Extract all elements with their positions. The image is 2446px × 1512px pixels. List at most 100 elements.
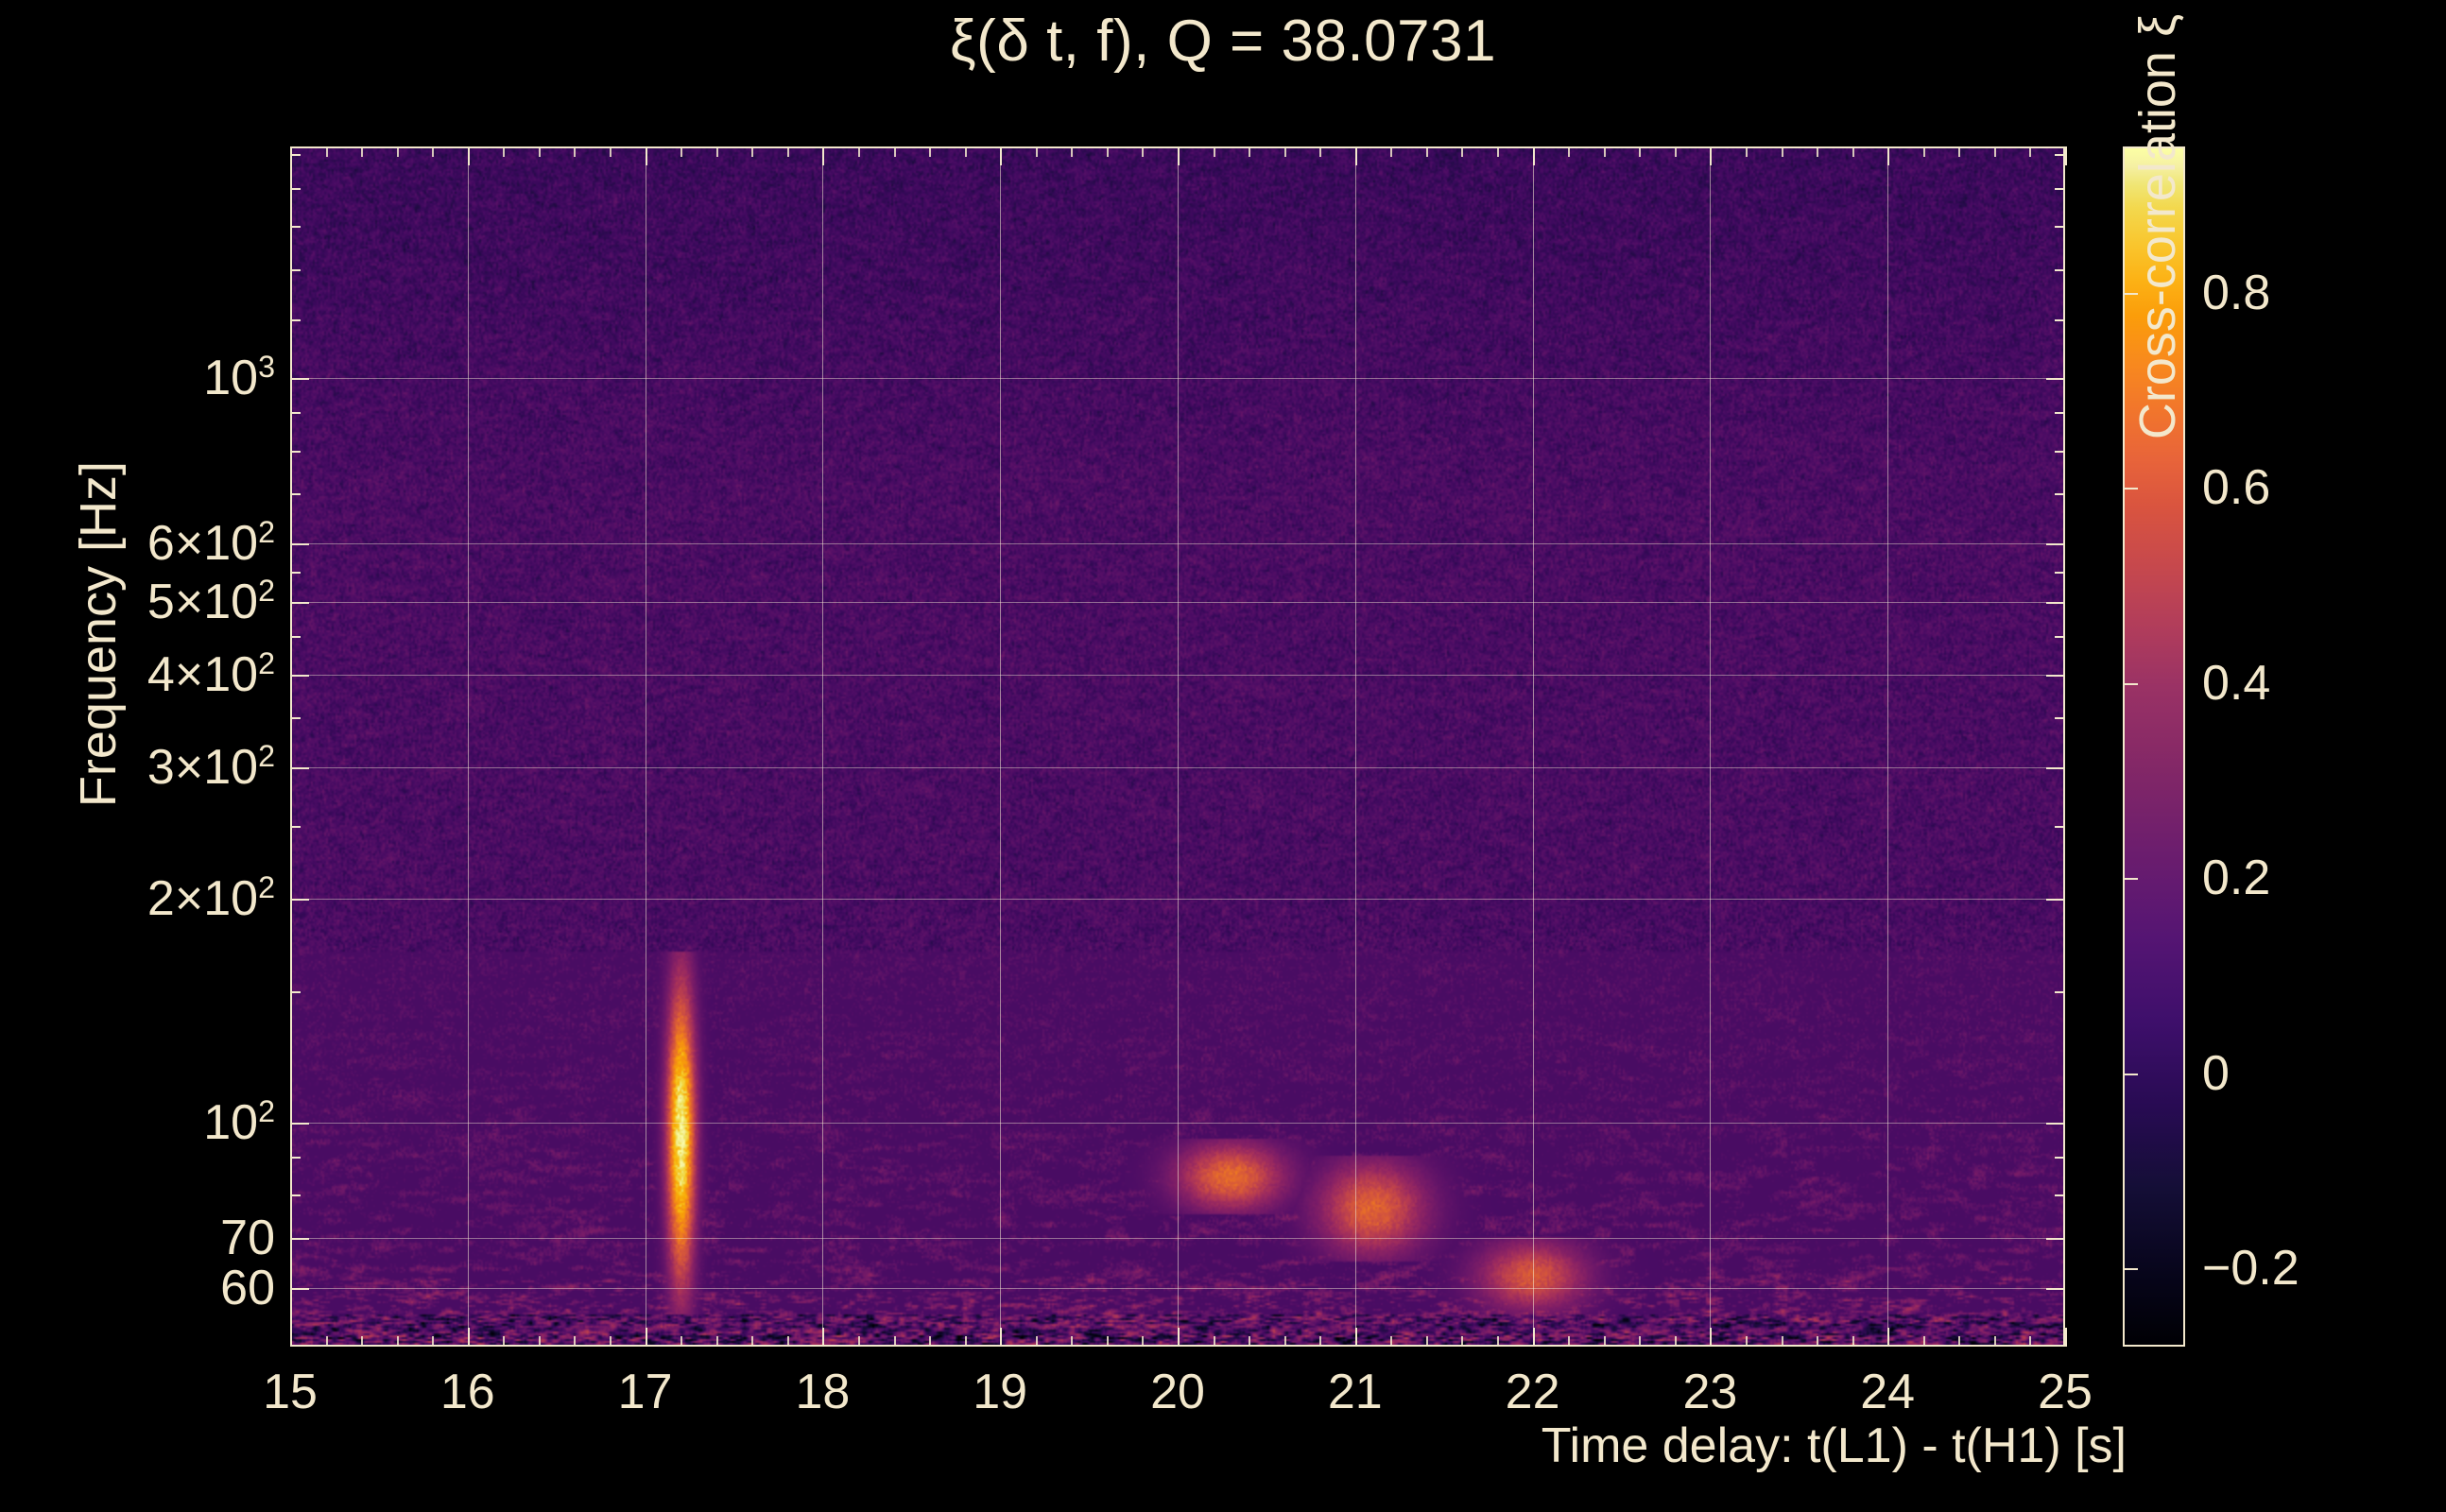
x-axis-minor-tick [1852,1336,1854,1347]
x-axis-minor-tick [1142,1336,1145,1347]
colorbar-tick [2123,488,2138,490]
y-axis-minor-tick [2055,1156,2065,1159]
x-axis-minor-tick [538,146,541,157]
x-axis-minor-tick [1781,146,1783,157]
y-axis-tick [2046,674,2065,677]
x-axis-minor-tick [1993,146,1996,157]
x-axis-title: Time delay: t(L1) - t(H1) [s] [1541,1418,2127,1473]
x-axis-minor-tick [574,146,577,157]
x-axis-minor-tick [1283,146,1286,157]
x-axis-minor-tick [1603,146,1606,157]
colorbar-title: Cross-correlation ξ [2129,13,2186,440]
x-axis-minor-tick [857,1336,860,1347]
x-axis-minor-tick [1922,146,1925,157]
x-tick-label: 19 [973,1365,1028,1419]
y-axis-minor-tick [290,493,301,496]
grid-line-horizontal [290,1287,2065,1289]
x-axis-minor-tick [1639,1336,1642,1347]
x-axis-tick [645,146,647,165]
x-axis-tick [290,1328,292,1347]
x-tick-label: 18 [795,1365,851,1419]
y-axis-minor-tick [290,188,301,191]
x-axis-minor-tick [893,146,896,157]
y-axis-minor-tick [290,826,301,829]
x-axis-minor-tick [1497,146,1500,157]
grid-line-vertical [467,146,469,1347]
x-axis-minor-tick [1106,146,1109,157]
y-axis-tick [2046,767,2065,770]
colorbar-tick [2123,1268,2138,1271]
grid-line-vertical [822,146,824,1347]
x-axis-minor-tick [1213,146,1215,157]
y-axis-minor-tick [2055,450,2065,453]
y-axis-tick [290,1287,309,1290]
x-tick-label: 17 [617,1365,673,1419]
y-axis-tick [2046,1287,2065,1290]
x-axis-minor-tick [964,1336,967,1347]
x-axis-tick [2065,1328,2067,1347]
y-axis-minor-tick [2055,636,2065,639]
colorbar-tick-label: 0 [2202,1045,2230,1101]
x-axis-minor-tick [610,146,612,157]
y-axis-minor-tick [290,450,301,453]
x-axis-tick [1710,146,1713,165]
x-axis-minor-tick [1568,146,1571,157]
x-axis-tick [1354,1328,1357,1347]
x-tick-label: 16 [439,1365,495,1419]
y-axis-minor-tick [290,1194,301,1197]
y-axis-tick [2046,602,2065,605]
x-axis-minor-tick [396,1336,399,1347]
x-axis-minor-tick [893,1336,896,1347]
x-axis-minor-tick [1958,1336,1961,1347]
x-tick-label: 20 [1150,1365,1205,1419]
y-tick-label: 70 [220,1210,275,1265]
y-axis-tick [2046,542,2065,545]
x-tick-label: 15 [263,1365,318,1419]
x-axis-tick [1000,1328,1003,1347]
y-axis-tick [290,1237,309,1240]
x-axis-minor-tick [610,1336,612,1347]
x-axis-tick [1532,1328,1535,1347]
x-axis-minor-tick [680,1336,683,1347]
x-axis-minor-tick [1993,1336,1996,1347]
y-axis-tick [2046,1122,2065,1125]
x-axis-minor-tick [1639,146,1642,157]
x-axis-minor-tick [1674,146,1677,157]
y-axis-minor-tick [2055,493,2065,496]
colorbar-tick [2123,878,2138,881]
x-axis-minor-tick [786,146,789,157]
x-tick-label: 22 [1505,1365,1560,1419]
x-tick-label: 25 [2038,1365,2093,1419]
y-axis-minor-tick [290,412,301,415]
y-tick-label: 60 [220,1260,275,1315]
x-axis-minor-tick [1071,146,1074,157]
x-axis-minor-tick [1461,146,1464,157]
y-axis-minor-tick [290,717,301,720]
x-axis-minor-tick [2029,1336,2032,1347]
x-axis-minor-tick [1319,146,1322,157]
y-axis-minor-tick [290,991,301,994]
y-axis-tick [290,898,309,901]
x-axis-minor-tick [929,146,932,157]
x-axis-minor-tick [1781,1336,1783,1347]
x-axis-minor-tick [1071,1336,1074,1347]
x-axis-tick [1178,146,1180,165]
y-axis-minor-tick [290,154,301,157]
x-axis-minor-tick [751,1336,754,1347]
x-axis-minor-tick [1817,146,1819,157]
colorbar-tick [2123,292,2138,295]
x-axis-minor-tick [361,146,364,157]
x-axis-minor-tick [1603,1336,1606,1347]
x-axis-tick [467,146,470,165]
x-axis-minor-tick [929,1336,932,1347]
x-axis-minor-tick [786,1336,789,1347]
x-axis-minor-tick [1035,146,1038,157]
x-axis-minor-tick [1283,1336,1286,1347]
x-axis-minor-tick [432,146,435,157]
grid-line-horizontal [290,1122,2065,1124]
grid-line-vertical [1710,146,1712,1347]
y-axis-tick [2046,378,2065,381]
y-axis-tick [2046,1237,2065,1240]
y-tick-label: 4×102 [146,645,275,702]
x-axis-minor-tick [964,146,967,157]
